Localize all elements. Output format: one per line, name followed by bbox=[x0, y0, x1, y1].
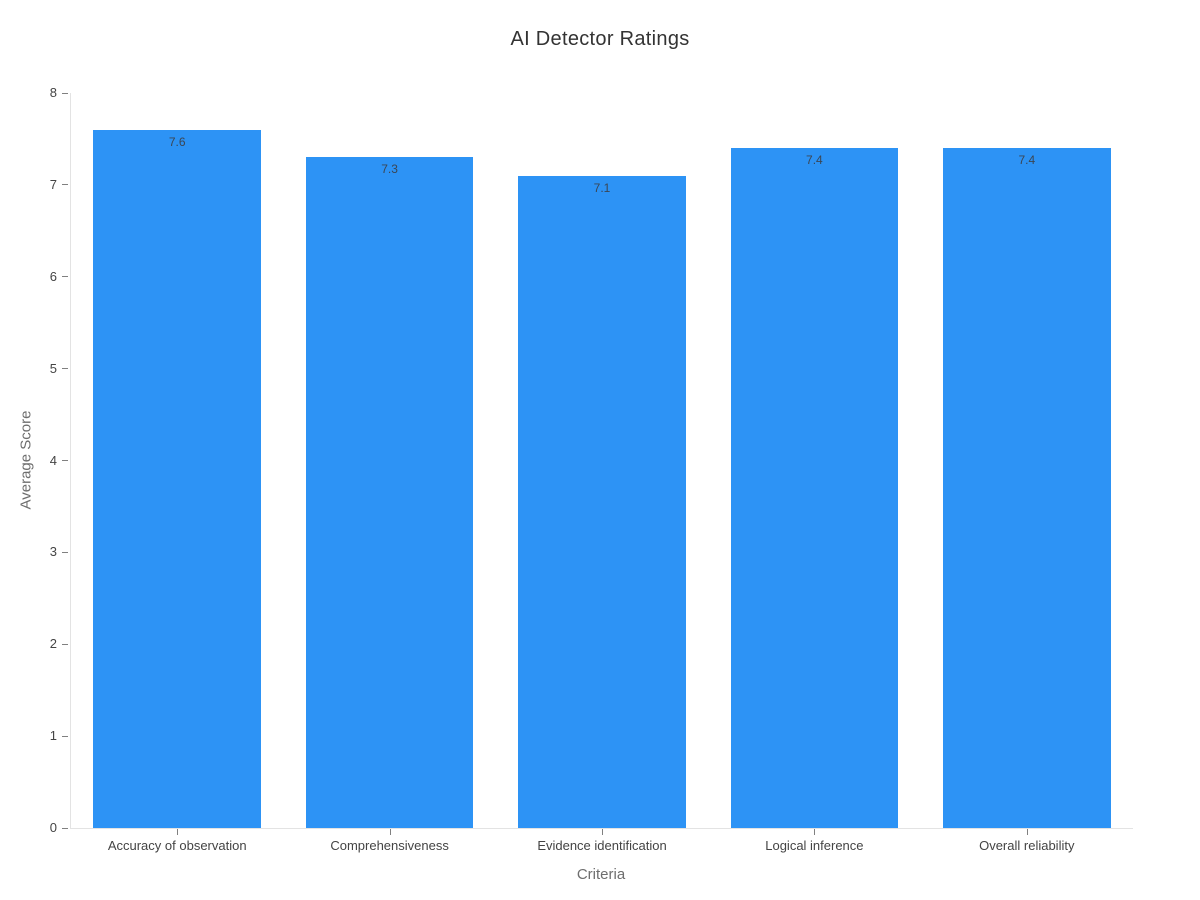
y-tick-label: 3 bbox=[49, 544, 57, 560]
y-tick-mark bbox=[62, 460, 68, 461]
y-tick-label: 0 bbox=[49, 820, 57, 835]
x-tick-mark bbox=[602, 829, 603, 835]
y-tick-label: 8 bbox=[49, 85, 57, 100]
bar-5[interactable]: 7.4 bbox=[942, 148, 1111, 828]
y-tick-mark bbox=[62, 643, 68, 645]
x-category-label: Evidence identification bbox=[537, 838, 667, 853]
y-tick-mark bbox=[62, 735, 68, 737]
y-tick-label: 4 bbox=[49, 452, 57, 468]
bar-3[interactable]: 7.1 bbox=[518, 175, 686, 828]
x-axis-title: Criteria bbox=[576, 866, 626, 883]
y-tick-mark bbox=[62, 92, 68, 94]
y-tick-mark bbox=[62, 368, 68, 370]
x-category-label: Accuracy of observation bbox=[107, 838, 247, 853]
bar-4[interactable]: 7.4 bbox=[730, 148, 899, 828]
x-category-label: Overall reliability bbox=[979, 838, 1075, 853]
plot-area: 0 1 2 3 4 5 6 7 8 7.6 Accuracy of observation 7.3 Co… bbox=[50, 86, 1133, 853]
x-category-label: Comprehensiveness bbox=[330, 838, 449, 853]
y-tick-label: 2 bbox=[49, 636, 57, 652]
y-tick-mark bbox=[62, 184, 68, 186]
y-tick-label: 6 bbox=[49, 268, 57, 284]
y-tick-label: 1 bbox=[49, 728, 57, 744]
x-tick-mark bbox=[1026, 829, 1028, 835]
x-tick-mark bbox=[177, 829, 179, 835]
x-tick-mark bbox=[389, 829, 391, 835]
y-tick-mark bbox=[62, 827, 68, 829]
y-tick-label: 5 bbox=[49, 360, 57, 376]
bar-value-label: 7.3 bbox=[381, 162, 398, 177]
bar-value-label: 7.4 bbox=[1018, 153, 1036, 168]
chart-title: AI Detector Ratings bbox=[510, 28, 690, 50]
bar-1[interactable]: 7.6 bbox=[93, 129, 262, 828]
bar-value-label: 7.1 bbox=[593, 180, 611, 195]
x-tick-mark bbox=[814, 829, 816, 835]
x-category-label: Logical inference bbox=[765, 838, 864, 853]
y-tick-mark bbox=[62, 551, 68, 553]
y-tick-mark bbox=[62, 276, 68, 278]
bar-value-label: 7.4 bbox=[806, 153, 823, 168]
bar-value-label: 7.6 bbox=[168, 134, 186, 149]
y-tick-label: 7 bbox=[49, 176, 57, 192]
bar-2[interactable]: 7.3 bbox=[305, 157, 474, 828]
